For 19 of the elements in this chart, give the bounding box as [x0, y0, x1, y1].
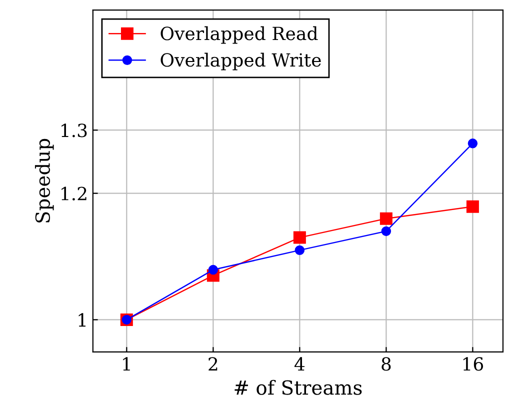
point	[466, 200, 479, 213]
point	[468, 138, 478, 148]
point	[294, 245, 305, 256]
y-tick-label: 1	[78, 313, 86, 327]
y-tick-label: 1.3	[62, 124, 87, 138]
point	[380, 212, 392, 225]
point	[381, 226, 392, 236]
x-tick-label: 8	[382, 357, 391, 371]
x-axis-title: # of Streams	[234, 380, 362, 395]
point	[293, 231, 306, 244]
y-axis-title: Speedup	[34, 138, 54, 222]
point	[208, 264, 218, 275]
x-tick-label: 4	[294, 357, 305, 371]
y-tick-label: 1.2	[62, 186, 86, 200]
x-tick-label: 16	[463, 357, 484, 371]
legend-label: Overlapped Write	[160, 52, 321, 70]
x-tick-label: 2	[208, 357, 218, 371]
x-tick-label: 1	[123, 357, 130, 371]
legend-label: Overlapped Read	[160, 26, 318, 44]
